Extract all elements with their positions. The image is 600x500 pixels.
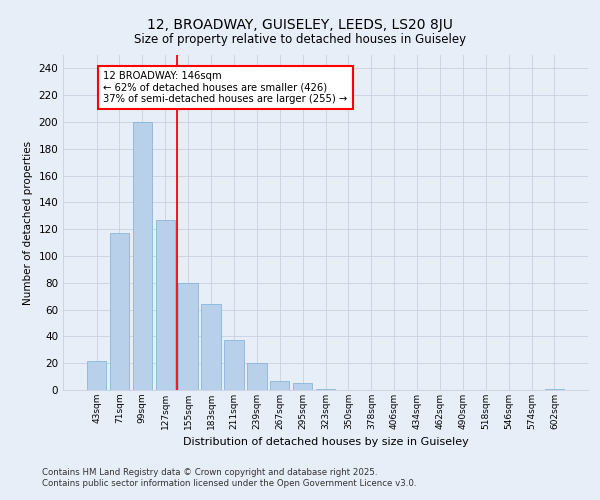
Bar	[545, 388, 564, 390]
Bar	[110, 233, 129, 390]
Bar	[270, 380, 289, 390]
Bar	[133, 122, 152, 390]
Y-axis label: Number of detached properties: Number of detached properties	[23, 140, 33, 304]
Bar	[224, 340, 244, 390]
Bar	[293, 384, 313, 390]
Bar	[178, 283, 198, 390]
Bar	[155, 220, 175, 390]
Bar	[316, 388, 335, 390]
Text: Size of property relative to detached houses in Guiseley: Size of property relative to detached ho…	[134, 32, 466, 46]
Bar	[202, 304, 221, 390]
Text: 12, BROADWAY, GUISELEY, LEEDS, LS20 8JU: 12, BROADWAY, GUISELEY, LEEDS, LS20 8JU	[147, 18, 453, 32]
Text: 12 BROADWAY: 146sqm
← 62% of detached houses are smaller (426)
37% of semi-detac: 12 BROADWAY: 146sqm ← 62% of detached ho…	[103, 71, 348, 104]
Bar	[247, 363, 266, 390]
Bar	[87, 360, 106, 390]
Text: Contains HM Land Registry data © Crown copyright and database right 2025.
Contai: Contains HM Land Registry data © Crown c…	[42, 468, 416, 487]
X-axis label: Distribution of detached houses by size in Guiseley: Distribution of detached houses by size …	[182, 438, 469, 448]
